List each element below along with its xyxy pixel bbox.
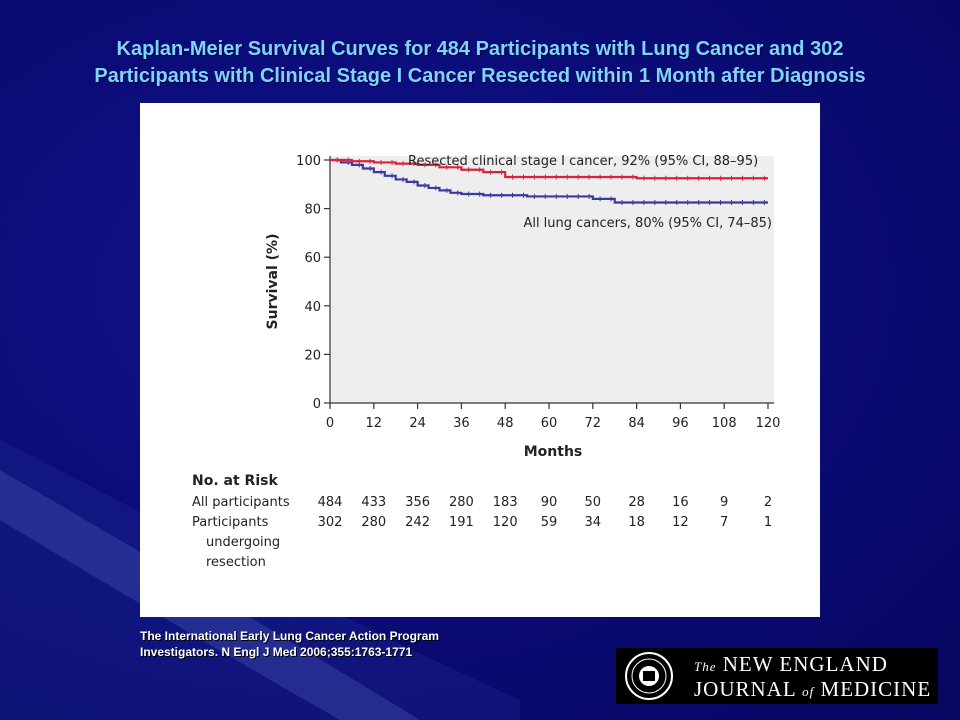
- plot-area: [330, 156, 774, 403]
- nejm-wordmark: The NEW ENGLAND JOURNAL of MEDICINE: [694, 653, 931, 703]
- nejm-journal: JOURNAL: [694, 677, 796, 701]
- slide-title-line1: Kaplan-Meier Survival Curves for 484 Par…: [116, 38, 844, 60]
- nejm-of: of: [802, 684, 815, 699]
- slide-title: Kaplan-Meier Survival Curves for 484 Par…: [0, 36, 960, 90]
- nejm-the: The: [694, 659, 717, 674]
- risk-value: 7: [720, 515, 728, 530]
- risk-value: 59: [541, 515, 558, 530]
- risk-value: 50: [585, 495, 602, 510]
- x-tick-label: 24: [409, 416, 426, 431]
- risk-value: 280: [361, 515, 386, 530]
- y-tick-label: 20: [304, 348, 321, 363]
- series-line-1: [330, 158, 768, 204]
- risk-value: 28: [628, 495, 645, 510]
- risk-value: 2: [764, 495, 772, 510]
- x-tick-label: 120: [756, 416, 781, 431]
- slide-title-line2: Participants with Clinical Stage I Cance…: [94, 65, 866, 87]
- risk-value: 9: [720, 495, 728, 510]
- x-tick-label: 36: [453, 416, 470, 431]
- x-tick-label: 0: [326, 416, 334, 431]
- risk-value: 18: [628, 515, 645, 530]
- y-tick-label: 60: [304, 251, 321, 266]
- risk-value: 302: [318, 515, 343, 530]
- citation-line1: The International Early Lung Cancer Acti…: [140, 629, 439, 643]
- risk-value: 356: [405, 495, 430, 510]
- x-tick-label: 48: [497, 416, 514, 431]
- risk-value: 183: [493, 495, 518, 510]
- x-tick-label: 60: [541, 416, 558, 431]
- risk-row-label: undergoing: [206, 535, 280, 550]
- x-tick-label: 12: [366, 416, 383, 431]
- risk-value: 433: [361, 495, 386, 510]
- nejm-logo: The NEW ENGLAND JOURNAL of MEDICINE: [616, 648, 938, 704]
- nejm-seal-icon: [625, 652, 673, 700]
- figure-panel: 0 20 40 60 80 100 0 12 24 36 48 60 72 84 96 108 120 Rese…: [140, 103, 820, 617]
- nejm-new-england: NEW ENGLAND: [722, 652, 888, 676]
- citation-line2: Investigators. N Engl J Med 2006;355:176…: [140, 645, 413, 659]
- risk-row-label: Participants: [192, 515, 269, 530]
- y-tick-label: 40: [304, 300, 321, 315]
- citation: The International Early Lung Cancer Acti…: [140, 628, 439, 660]
- risk-value: 12: [672, 515, 689, 530]
- risk-value: 242: [405, 515, 430, 530]
- risk-value: 484: [318, 495, 343, 510]
- y-axis-label: Survival (%): [265, 234, 281, 330]
- risk-value: 90: [541, 495, 558, 510]
- y-tick-label: 80: [304, 203, 321, 218]
- x-axis-label: Months: [524, 444, 583, 460]
- risk-value: 16: [672, 495, 689, 510]
- nejm-medicine: MEDICINE: [820, 677, 932, 701]
- risk-value: 34: [585, 515, 602, 530]
- risk-row-label: All participants: [192, 495, 290, 510]
- y-tick-label: 100: [296, 154, 321, 169]
- risk-value: 280: [449, 495, 474, 510]
- risk-value: 120: [493, 515, 518, 530]
- legend-all: All lung cancers, 80% (95% CI, 74–85): [523, 216, 772, 231]
- x-tick-label: 108: [712, 416, 737, 431]
- x-tick-label: 96: [672, 416, 689, 431]
- series-line-0: [330, 158, 768, 180]
- risk-row-label: resection: [206, 555, 266, 570]
- x-tick-label: 84: [628, 416, 645, 431]
- risk-table-title: No. at Risk: [192, 473, 278, 489]
- y-tick-label: 0: [313, 397, 321, 412]
- risk-value: 1: [764, 515, 772, 530]
- legend-resected: Resected clinical stage I cancer, 92% (9…: [408, 154, 758, 169]
- x-tick-label: 72: [585, 416, 602, 431]
- risk-value: 191: [449, 515, 474, 530]
